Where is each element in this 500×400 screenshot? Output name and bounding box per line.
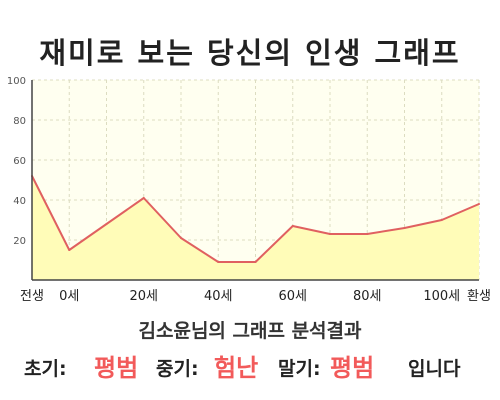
x-tick-label: 60세 (278, 289, 307, 304)
chart-title: 재미로 보는 당신의 인생 그래프 (39, 36, 461, 70)
data-point (105, 223, 108, 225)
x-tick-label: 40세 (204, 289, 233, 304)
y-tick-label: 100 (7, 76, 26, 87)
data-point (291, 225, 294, 227)
data-point (366, 233, 369, 235)
data-point (217, 261, 220, 263)
x-tick-label: 전생 (20, 289, 44, 304)
x-tick-label: 80세 (353, 289, 382, 304)
x-tick-label: 환생 (467, 289, 491, 304)
result-caption: 김소윤님의 그래프 분석결과 (138, 320, 362, 342)
data-point (254, 261, 257, 263)
y-tick-label: 60 (13, 156, 26, 167)
data-point (403, 227, 406, 229)
x-tick-label: 20세 (129, 289, 158, 304)
y-tick-label: 40 (13, 196, 26, 207)
early-label: 초기: (24, 358, 67, 380)
data-point (142, 197, 145, 199)
suffix-text: 입니다 (408, 358, 461, 380)
early-value: 평범 (94, 354, 139, 382)
late-value: 평범 (330, 354, 375, 382)
data-point (478, 203, 480, 205)
data-point (329, 233, 331, 235)
late-label: 말기: (278, 358, 321, 380)
data-point (180, 237, 182, 239)
data-point (68, 249, 71, 251)
mid-label: 중기: (156, 358, 199, 380)
y-tick-label: 80 (13, 116, 26, 127)
x-tick-label: 100세 (423, 289, 460, 304)
mid-value: 험난 (214, 354, 259, 382)
area-fill (32, 176, 479, 280)
summary-line: 초기: 평범 중기: 험난 말기: 평범 입니다 (24, 348, 484, 382)
x-tick-label: 0세 (59, 289, 79, 304)
data-point (440, 219, 443, 221)
y-tick-label: 20 (13, 236, 26, 247)
